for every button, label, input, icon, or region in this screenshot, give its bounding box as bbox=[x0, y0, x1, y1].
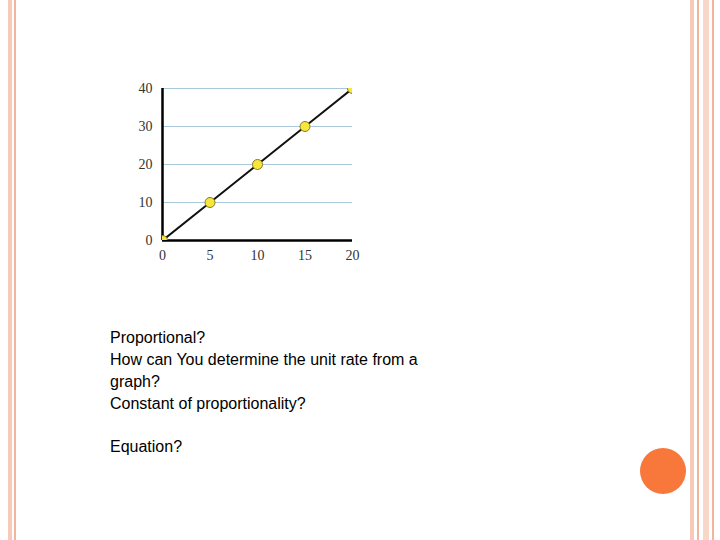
svg-text:10: 10 bbox=[251, 248, 265, 263]
svg-text:10: 10 bbox=[139, 195, 153, 210]
html-text:How can You determine the unit: How can You determine the unit rate from… bbox=[110, 351, 418, 390]
svg-text:20: 20 bbox=[346, 248, 360, 263]
html-text:Equation?: Equation? bbox=[110, 438, 183, 455]
svg-text:0: 0 bbox=[146, 233, 153, 248]
html-text:Proportional?: Proportional? bbox=[110, 329, 206, 346]
svg-text:30: 30 bbox=[139, 119, 153, 134]
svg-text:0: 0 bbox=[159, 248, 166, 263]
svg-text:5: 5 bbox=[207, 248, 214, 263]
svg-text:15: 15 bbox=[298, 248, 312, 263]
svg-text:20: 20 bbox=[139, 157, 153, 172]
html-text:Constant of proportionality?: Constant of proportionality? bbox=[110, 395, 306, 412]
svg-text:40: 40 bbox=[139, 81, 153, 96]
